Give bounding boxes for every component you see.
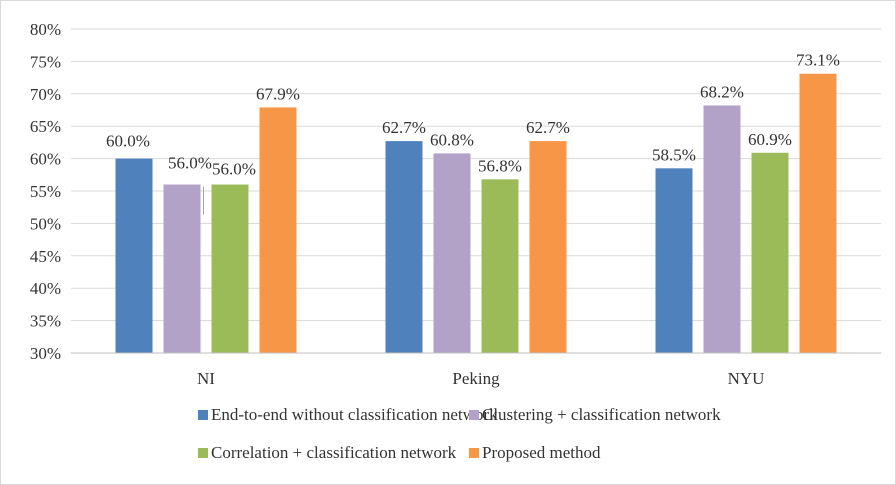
legend-item: Clustering + classification network	[469, 405, 721, 424]
y-tick-label: 55%	[30, 182, 61, 201]
legend-item: End-to-end without classification networ…	[198, 405, 498, 424]
bar	[481, 179, 519, 353]
legend-label: End-to-end without classification networ…	[211, 405, 498, 424]
data-label: 60.9%	[748, 130, 792, 149]
bars	[115, 73, 837, 354]
bar	[163, 184, 201, 353]
bar	[799, 73, 837, 353]
data-label: 67.9%	[256, 84, 300, 103]
data-label: 56.0%	[212, 160, 256, 179]
legend-label: Proposed method	[482, 443, 601, 462]
y-tick-label: 75%	[30, 52, 61, 71]
bar	[655, 168, 693, 353]
data-label: 58.5%	[652, 145, 696, 164]
legend-swatch	[469, 410, 479, 420]
bar	[385, 141, 423, 353]
y-tick-label: 30%	[30, 344, 61, 363]
legend-item: Proposed method	[469, 443, 601, 462]
y-tick-label: 35%	[30, 312, 61, 331]
data-label: 56.8%	[478, 156, 522, 175]
y-tick-label: 45%	[30, 247, 61, 266]
legend: End-to-end without classification networ…	[198, 405, 721, 462]
y-tick-label: 60%	[30, 150, 61, 169]
bar	[211, 184, 249, 353]
y-tick-label: 50%	[30, 214, 61, 233]
bar	[433, 153, 471, 353]
bar	[529, 141, 567, 353]
legend-item: Correlation + classification network	[198, 443, 457, 462]
y-tick-label: 80%	[30, 20, 61, 39]
legend-swatch	[469, 448, 479, 458]
bar	[115, 158, 153, 353]
data-label: 73.1%	[796, 51, 840, 70]
y-tick-label: 70%	[30, 85, 61, 104]
legend-label: Correlation + classification network	[211, 443, 457, 462]
bar	[703, 105, 741, 354]
y-tick-label: 40%	[30, 279, 61, 298]
data-label: 60.0%	[106, 132, 150, 151]
data-label: 68.2%	[700, 82, 744, 101]
data-label: 60.8%	[430, 130, 474, 149]
x-category-label: NI	[197, 369, 215, 388]
x-category-label: NYU	[728, 369, 765, 388]
data-label: 56.0%	[168, 154, 212, 173]
data-labels: 60.0%56.0% 56.0%67.9%62.7%60.8%56.8%62.7%…	[106, 51, 840, 215]
y-tick-label: 65%	[30, 117, 61, 136]
gridlines	[71, 28, 881, 322]
data-label: 62.7%	[526, 118, 570, 137]
x-category-label: Peking	[452, 369, 500, 388]
axes: 30% 35% 40% 45% 50% 55% 60% 65% 70% 75% 80% NI Pekin…	[30, 20, 881, 388]
legend-label: Clustering + classification network	[482, 405, 721, 424]
legend-swatch	[198, 410, 208, 420]
bar	[751, 152, 789, 353]
legend-swatch	[198, 448, 208, 458]
data-label: 62.7%	[382, 118, 426, 137]
bar	[259, 107, 297, 354]
